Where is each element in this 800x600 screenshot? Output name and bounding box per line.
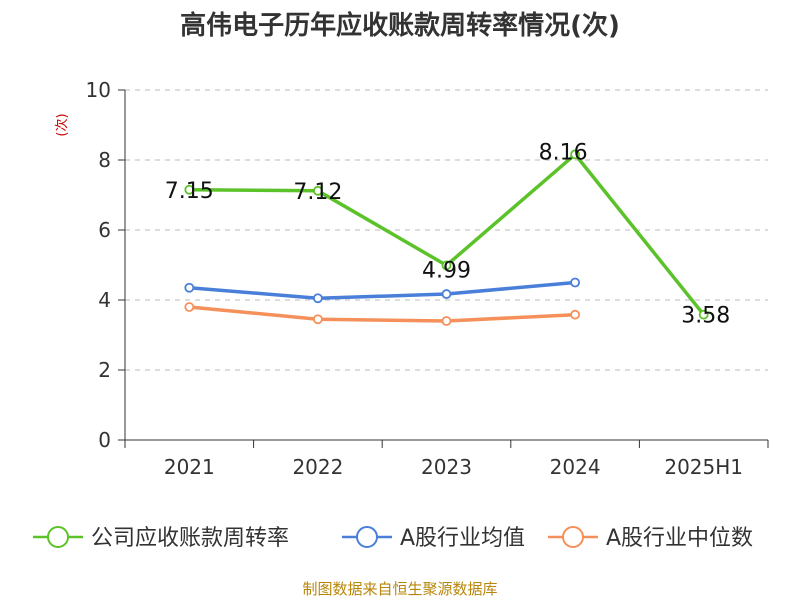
- data-point-2-1[interactable]: [312, 314, 323, 325]
- data-label-0-3: 8.16: [539, 140, 588, 165]
- data-point-0-2[interactable]: [441, 260, 452, 271]
- x-tick-labels: 2021 2022 2023 2024 2025H1: [164, 455, 743, 479]
- x-tick-label-2: 2023: [421, 455, 472, 479]
- legend-swatch-marker-0: [47, 526, 69, 548]
- y-axis-label: (次): [54, 113, 70, 136]
- data-point-2-0[interactable]: [184, 302, 195, 312]
- grid-lines: [118, 89, 768, 441]
- x-tick-label-0: 2021: [164, 455, 215, 479]
- data-point-1-1[interactable]: [312, 293, 323, 304]
- y-tick-label-3: 6: [98, 218, 111, 242]
- series-1: [184, 277, 580, 304]
- series-line-2: [189, 305, 576, 323]
- legend-label-1: A股行业均值: [400, 526, 525, 551]
- data-label-0-2: 4.99: [422, 258, 471, 283]
- legend[interactable]: 公司应收账款周转率 A股行业均值 A股行业中位数: [33, 526, 753, 551]
- data-point-1-2[interactable]: [441, 289, 452, 299]
- legend-item-0[interactable]: 公司应收账款周转率: [33, 526, 289, 551]
- series-0: 7.15 7.12 4.99 8.16 3.58: [165, 140, 730, 328]
- axes: [124, 90, 769, 448]
- chart-title: 高伟电子历年应收账款周转率情况(次): [180, 10, 620, 41]
- data-point-2-2[interactable]: [441, 316, 452, 326]
- legend-item-2[interactable]: A股行业中位数: [548, 526, 753, 551]
- y-tick-label-4: 8: [98, 148, 111, 172]
- data-point-0-3[interactable]: [570, 149, 580, 160]
- legend-label-2: A股行业中位数: [606, 526, 753, 551]
- legend-swatch-marker-2: [562, 526, 584, 548]
- series-2: [184, 302, 580, 326]
- data-point-1-3[interactable]: [570, 277, 580, 288]
- x-tick-label-3: 2024: [550, 455, 601, 479]
- source-note: 制图数据来自恒生聚源数据库: [302, 580, 497, 598]
- data-point-2-3[interactable]: [570, 309, 580, 320]
- y-tick-label-5: 10: [86, 78, 111, 102]
- x-tick-label-4: 2025H1: [664, 455, 743, 479]
- data-point-0-1[interactable]: [312, 185, 323, 196]
- data-label-0-0: 7.15: [165, 179, 214, 204]
- y-tick-label-1: 2: [98, 358, 111, 382]
- legend-label-0: 公司应收账款周转率: [91, 526, 289, 551]
- data-label-0-4: 3.58: [681, 304, 730, 329]
- series-group: 7.15 7.12 4.99 8.16 3.58: [165, 140, 730, 328]
- y-tick-label-2: 4: [98, 288, 111, 312]
- y-tick-labels: 0 2 4 6 8 10: [86, 78, 111, 452]
- x-tick-label-1: 2022: [292, 455, 343, 479]
- data-point-0-4[interactable]: [698, 309, 709, 320]
- legend-item-1[interactable]: A股行业均值: [342, 526, 525, 551]
- series-line-1: [189, 280, 576, 300]
- data-point-1-0[interactable]: [184, 282, 195, 293]
- y-tick-label-0: 0: [98, 428, 111, 452]
- data-label-0-1: 7.12: [293, 180, 342, 205]
- legend-swatch-marker-1: [356, 526, 378, 548]
- data-point-0-0[interactable]: [184, 184, 195, 195]
